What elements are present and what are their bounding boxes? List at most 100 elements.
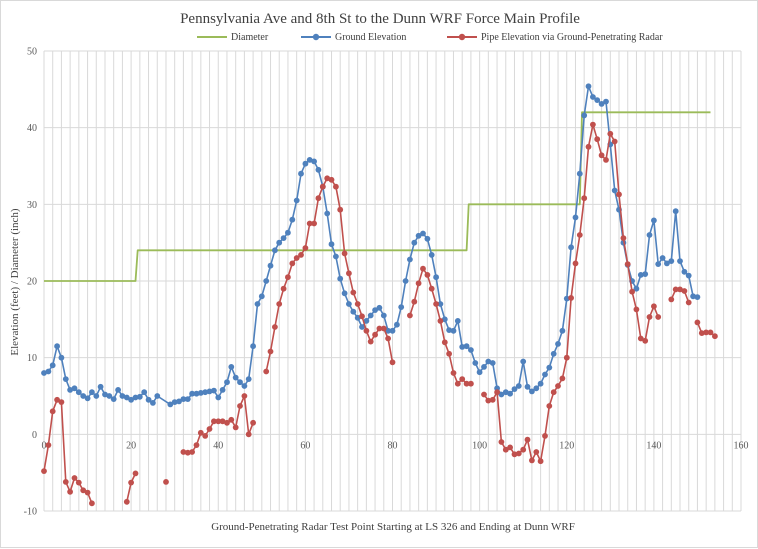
data-point-ground-elevation <box>67 387 73 393</box>
data-point-pipe-elevation-via-ground-penetrating-radar <box>563 354 570 361</box>
data-point-ground-elevation <box>411 239 418 246</box>
data-point-pipe-elevation-via-ground-penetrating-radar <box>184 449 191 456</box>
data-point-pipe-elevation-via-ground-penetrating-radar <box>363 327 370 334</box>
data-point-pipe-elevation-via-ground-penetrating-radar <box>315 195 322 202</box>
data-point-pipe-elevation-via-ground-penetrating-radar <box>202 433 209 439</box>
data-point-ground-elevation <box>428 252 435 258</box>
data-point-ground-elevation <box>420 230 426 237</box>
data-point-ground-elevation <box>245 376 252 382</box>
data-point-ground-elevation <box>341 290 348 297</box>
data-point-ground-elevation <box>463 343 470 350</box>
data-point-pipe-elevation-via-ground-penetrating-radar <box>633 306 640 313</box>
data-point-ground-elevation <box>206 388 213 395</box>
data-point-ground-elevation <box>41 370 47 376</box>
data-point-ground-elevation <box>380 312 387 319</box>
data-point-ground-elevation <box>472 360 479 366</box>
data-point-pipe-elevation-via-ground-penetrating-radar <box>529 457 535 464</box>
data-point-pipe-elevation-via-ground-penetrating-radar <box>620 235 627 242</box>
data-point-pipe-elevation-via-ground-penetrating-radar <box>459 376 466 382</box>
data-point-ground-elevation <box>415 232 422 239</box>
data-point-pipe-elevation-via-ground-penetrating-radar <box>502 446 509 453</box>
x-tick-label: 20 <box>126 440 136 451</box>
data-point-pipe-elevation-via-ground-penetrating-radar <box>189 449 196 455</box>
data-point-pipe-elevation-via-ground-penetrating-radar <box>537 458 544 465</box>
data-point-ground-elevation <box>75 389 82 396</box>
data-point-ground-elevation <box>285 229 291 236</box>
data-point-pipe-elevation-via-ground-penetrating-radar <box>89 500 95 507</box>
data-point-pipe-elevation-via-ground-penetrating-radar <box>420 265 426 272</box>
data-point-pipe-elevation-via-ground-penetrating-radar <box>450 370 457 376</box>
y-tick-label: 0 <box>32 430 37 441</box>
data-point-ground-elevation <box>176 398 182 405</box>
data-point-ground-elevation <box>367 312 374 319</box>
data-point-ground-elevation <box>350 308 357 315</box>
data-point-ground-elevation <box>537 380 544 387</box>
data-point-ground-elevation <box>202 389 209 396</box>
legend-marker-ground <box>312 33 320 41</box>
data-point-pipe-elevation-via-ground-penetrating-radar <box>289 260 296 267</box>
data-point-ground-elevation <box>402 278 409 284</box>
data-point-pipe-elevation-via-ground-penetrating-radar <box>75 479 82 486</box>
data-point-pipe-elevation-via-ground-penetrating-radar <box>285 274 291 281</box>
data-point-pipe-elevation-via-ground-penetrating-radar <box>250 419 256 426</box>
data-point-ground-elevation <box>659 255 666 261</box>
data-point-pipe-elevation-via-ground-penetrating-radar <box>485 397 492 404</box>
data-point-pipe-elevation-via-ground-penetrating-radar <box>211 418 217 425</box>
data-point-pipe-elevation-via-ground-penetrating-radar <box>607 130 614 137</box>
legend: Diameter Ground Elevation Pipe Elevation… <box>197 32 663 43</box>
data-point-pipe-elevation-via-ground-penetrating-radar <box>629 288 635 295</box>
data-point-pipe-elevation-via-ground-penetrating-radar <box>533 449 540 455</box>
gridlines <box>43 50 742 512</box>
data-point-pipe-elevation-via-ground-penetrating-radar <box>668 296 675 303</box>
data-point-ground-elevation <box>372 307 378 313</box>
data-point-pipe-elevation-via-ground-penetrating-radar <box>468 380 474 387</box>
data-point-pipe-elevation-via-ground-penetrating-radar <box>45 442 52 448</box>
data-point-pipe-elevation-via-ground-penetrating-radar <box>555 383 561 389</box>
data-point-ground-elevation <box>446 327 452 333</box>
y-tick-label: 10 <box>27 353 37 364</box>
data-point-pipe-elevation-via-ground-penetrating-radar <box>703 329 709 336</box>
data-point-ground-elevation <box>642 271 649 277</box>
series-line-ground-elevation <box>43 85 698 406</box>
axis-ticks: -10 0 10 20 30 40 50 20 40 60 80 100 120 140 160 0 <box>24 47 749 518</box>
y-tick-label: 30 <box>27 200 37 211</box>
data-point-pipe-elevation-via-ground-penetrating-radar <box>603 157 609 163</box>
data-point-ground-elevation <box>219 387 226 393</box>
data-point-ground-elevation <box>376 304 383 311</box>
data-point-pipe-elevation-via-ground-penetrating-radar <box>712 333 718 340</box>
data-point-pipe-elevation-via-ground-penetrating-radar <box>642 337 649 344</box>
data-point-ground-elevation <box>633 285 640 292</box>
data-point-pipe-elevation-via-ground-penetrating-radar <box>276 301 283 307</box>
data-point-ground-elevation <box>89 389 95 396</box>
data-point-ground-elevation <box>154 393 161 399</box>
data-point-ground-elevation <box>520 358 527 365</box>
data-point-pipe-elevation-via-ground-penetrating-radar <box>672 286 679 293</box>
data-point-ground-elevation <box>646 232 653 238</box>
data-point-pipe-elevation-via-ground-penetrating-radar <box>407 312 413 319</box>
data-point-ground-elevation <box>441 316 448 323</box>
data-point-pipe-elevation-via-ground-penetrating-radar <box>590 121 596 128</box>
data-point-ground-elevation <box>141 389 148 396</box>
data-point-ground-elevation <box>62 376 69 382</box>
data-point-pipe-elevation-via-ground-penetrating-radar <box>437 318 444 324</box>
data-point-ground-elevation <box>651 217 657 224</box>
data-point-ground-elevation <box>550 350 557 357</box>
data-point-ground-elevation <box>511 386 518 392</box>
data-point-pipe-elevation-via-ground-penetrating-radar <box>594 136 601 143</box>
data-point-pipe-elevation-via-ground-penetrating-radar <box>581 195 588 202</box>
data-point-pipe-elevation-via-ground-penetrating-radar <box>215 418 222 425</box>
y-tick-label: 20 <box>27 277 37 288</box>
data-point-ground-elevation <box>215 394 222 401</box>
data-point-ground-elevation <box>289 216 296 223</box>
data-point-ground-elevation <box>529 388 535 395</box>
data-point-ground-elevation <box>359 324 365 330</box>
data-point-pipe-elevation-via-ground-penetrating-radar <box>206 426 213 432</box>
data-point-pipe-elevation-via-ground-penetrating-radar <box>180 449 187 455</box>
chart-title: Pennsylvania Ave and 8th St to the Dunn … <box>180 11 580 27</box>
data-point-ground-elevation <box>594 97 601 103</box>
data-point-ground-elevation <box>237 379 243 386</box>
data-point-ground-elevation <box>263 278 270 284</box>
data-point-ground-elevation <box>585 83 592 90</box>
data-point-ground-elevation <box>136 393 143 400</box>
